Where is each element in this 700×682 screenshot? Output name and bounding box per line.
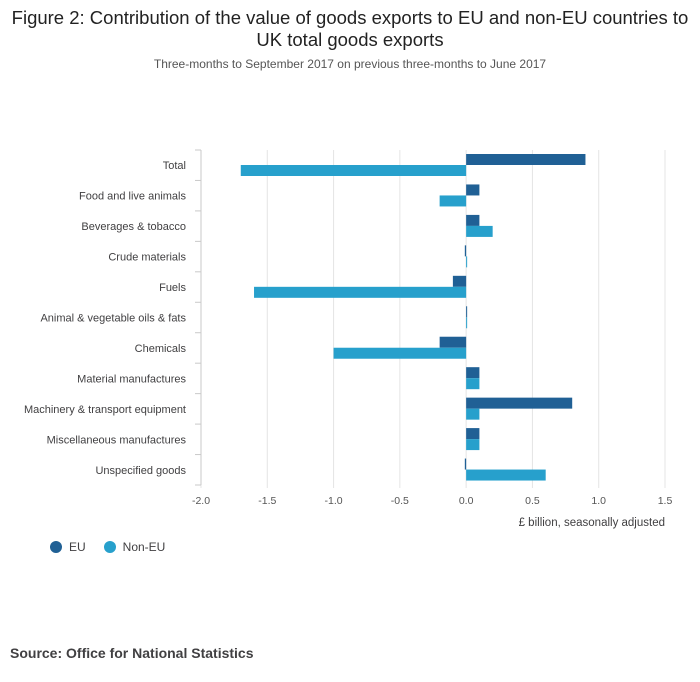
bar-non-eu-5 (466, 317, 468, 329)
category-label: Miscellaneous manufactures (47, 434, 187, 446)
bar-eu-0 (466, 154, 586, 165)
bar-eu-2 (466, 214, 480, 226)
x-axis-label: £ billion, seasonally adjusted (519, 517, 665, 529)
category-label: Unspecified goods (95, 465, 186, 477)
bar-eu-4 (452, 275, 467, 287)
legend-item-eu[interactable]: EU (50, 540, 86, 554)
bar-eu-10 (464, 458, 467, 470)
x-tick-label: 1.0 (591, 495, 606, 507)
legend-label-eu: EU (69, 540, 86, 554)
bar-non-eu-2 (466, 225, 493, 237)
legend-marker-eu (50, 541, 62, 553)
x-tick-label: 1.5 (658, 495, 673, 507)
x-tick-label: 0.0 (459, 495, 474, 507)
category-label: Animal & vegetable oils & fats (40, 313, 186, 325)
bar-non-eu-1 (439, 195, 467, 207)
bar-eu-9 (466, 428, 480, 440)
bar-non-eu-8 (466, 408, 480, 420)
category-label: Total (163, 160, 186, 172)
chart-subtitle: Three-months to September 2017 on previo… (153, 57, 547, 71)
bar-eu-1 (466, 184, 480, 196)
x-tick-label: -2.0 (192, 495, 210, 507)
bar-eu-5 (466, 306, 468, 318)
bar-non-eu-6 (333, 347, 467, 359)
x-tick-label: -1.5 (258, 495, 276, 507)
bar-eu-6 (439, 336, 467, 348)
bar-eu-3 (464, 245, 467, 257)
x-tick-label: -0.5 (391, 495, 409, 507)
category-label: Crude materials (108, 252, 186, 264)
x-tick-label: -1.0 (325, 495, 343, 507)
bar-non-eu-4 (254, 286, 467, 298)
x-tick-label: 0.5 (525, 495, 540, 507)
category-label: Beverages & tobacco (81, 221, 186, 233)
category-label: Machinery & transport equipment (24, 404, 186, 416)
legend-label-non-eu: Non-EU (122, 540, 166, 554)
legend-item-non-eu[interactable]: Non-EU (103, 540, 166, 554)
category-label: Chemicals (135, 343, 187, 355)
category-label: Fuels (159, 282, 186, 294)
category-label: Food and live animals (79, 191, 187, 203)
bar-non-eu-7 (466, 378, 480, 390)
bar-non-eu-10 (466, 469, 546, 481)
source-note: Source: Office for National Statistics (10, 645, 254, 661)
chart-title: Figure 2: Contribution of the value of g… (11, 7, 689, 50)
bar-non-eu-9 (466, 439, 480, 451)
bar-non-eu-0 (240, 165, 467, 176)
bar-eu-7 (466, 367, 480, 379)
category-label: Material manufactures (77, 373, 186, 385)
legend-marker-non-eu (103, 541, 116, 553)
bar-non-eu-3 (466, 256, 468, 268)
legend: EU Non-EU (50, 540, 165, 554)
bar-eu-8 (466, 397, 573, 409)
